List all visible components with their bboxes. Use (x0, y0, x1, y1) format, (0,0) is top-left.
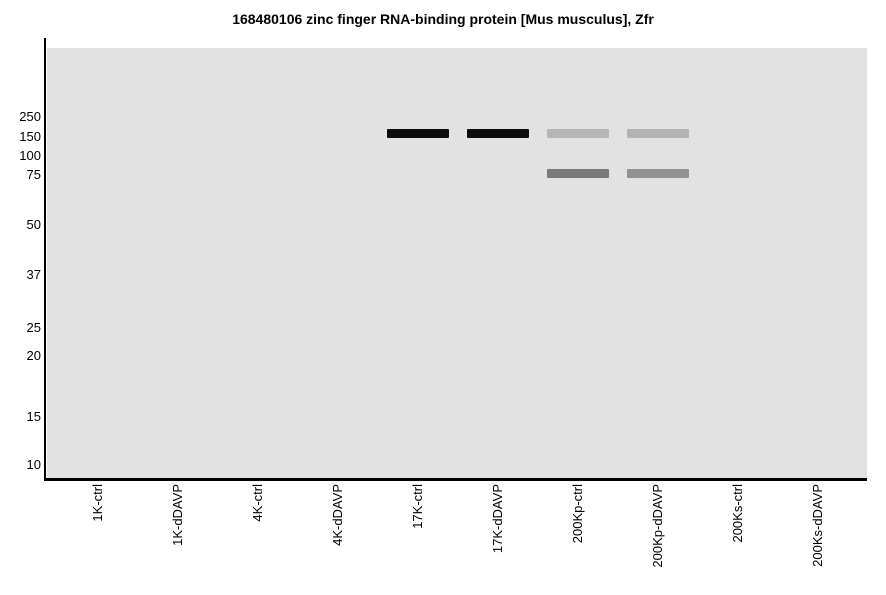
mw-tick-label: 75 (26, 167, 41, 182)
lane-label: 200Ks-ctrl (730, 484, 745, 543)
mw-tick-label: 50 (26, 217, 41, 232)
mw-tick-label: 150 (19, 129, 41, 144)
mw-tick-label: 20 (26, 348, 41, 363)
lane-label: 4K-dDAVP (330, 484, 345, 546)
protein-band (627, 129, 689, 138)
chart-title: 168480106 zinc finger RNA-binding protei… (232, 11, 654, 27)
mw-tick-label: 37 (26, 267, 41, 282)
lane-label: 200Ks-dDAVP (810, 484, 825, 567)
gel-panel (47, 48, 867, 478)
mw-tick-label: 250 (19, 109, 41, 124)
mw-tick-label: 100 (19, 148, 41, 163)
lane-label: 200Kp-ctrl (570, 484, 585, 544)
protein-band (547, 129, 609, 138)
protein-band (547, 169, 609, 178)
lane-label: 1K-dDAVP (170, 484, 185, 546)
protein-band (627, 169, 689, 178)
mw-tick-label: 25 (26, 320, 41, 335)
lane-label: 200Kp-dDAVP (650, 484, 665, 568)
lane-label: 4K-ctrl (250, 484, 265, 522)
lane-label: 1K-ctrl (90, 484, 105, 522)
mw-tick-label: 10 (26, 457, 41, 472)
lane-label: 17K-ctrl (410, 484, 425, 529)
x-axis-line (44, 478, 867, 481)
mw-tick-label: 15 (26, 409, 41, 424)
y-axis-line (44, 38, 46, 481)
protein-band (387, 129, 449, 138)
lane-label: 17K-dDAVP (490, 484, 505, 554)
protein-band (467, 129, 529, 138)
